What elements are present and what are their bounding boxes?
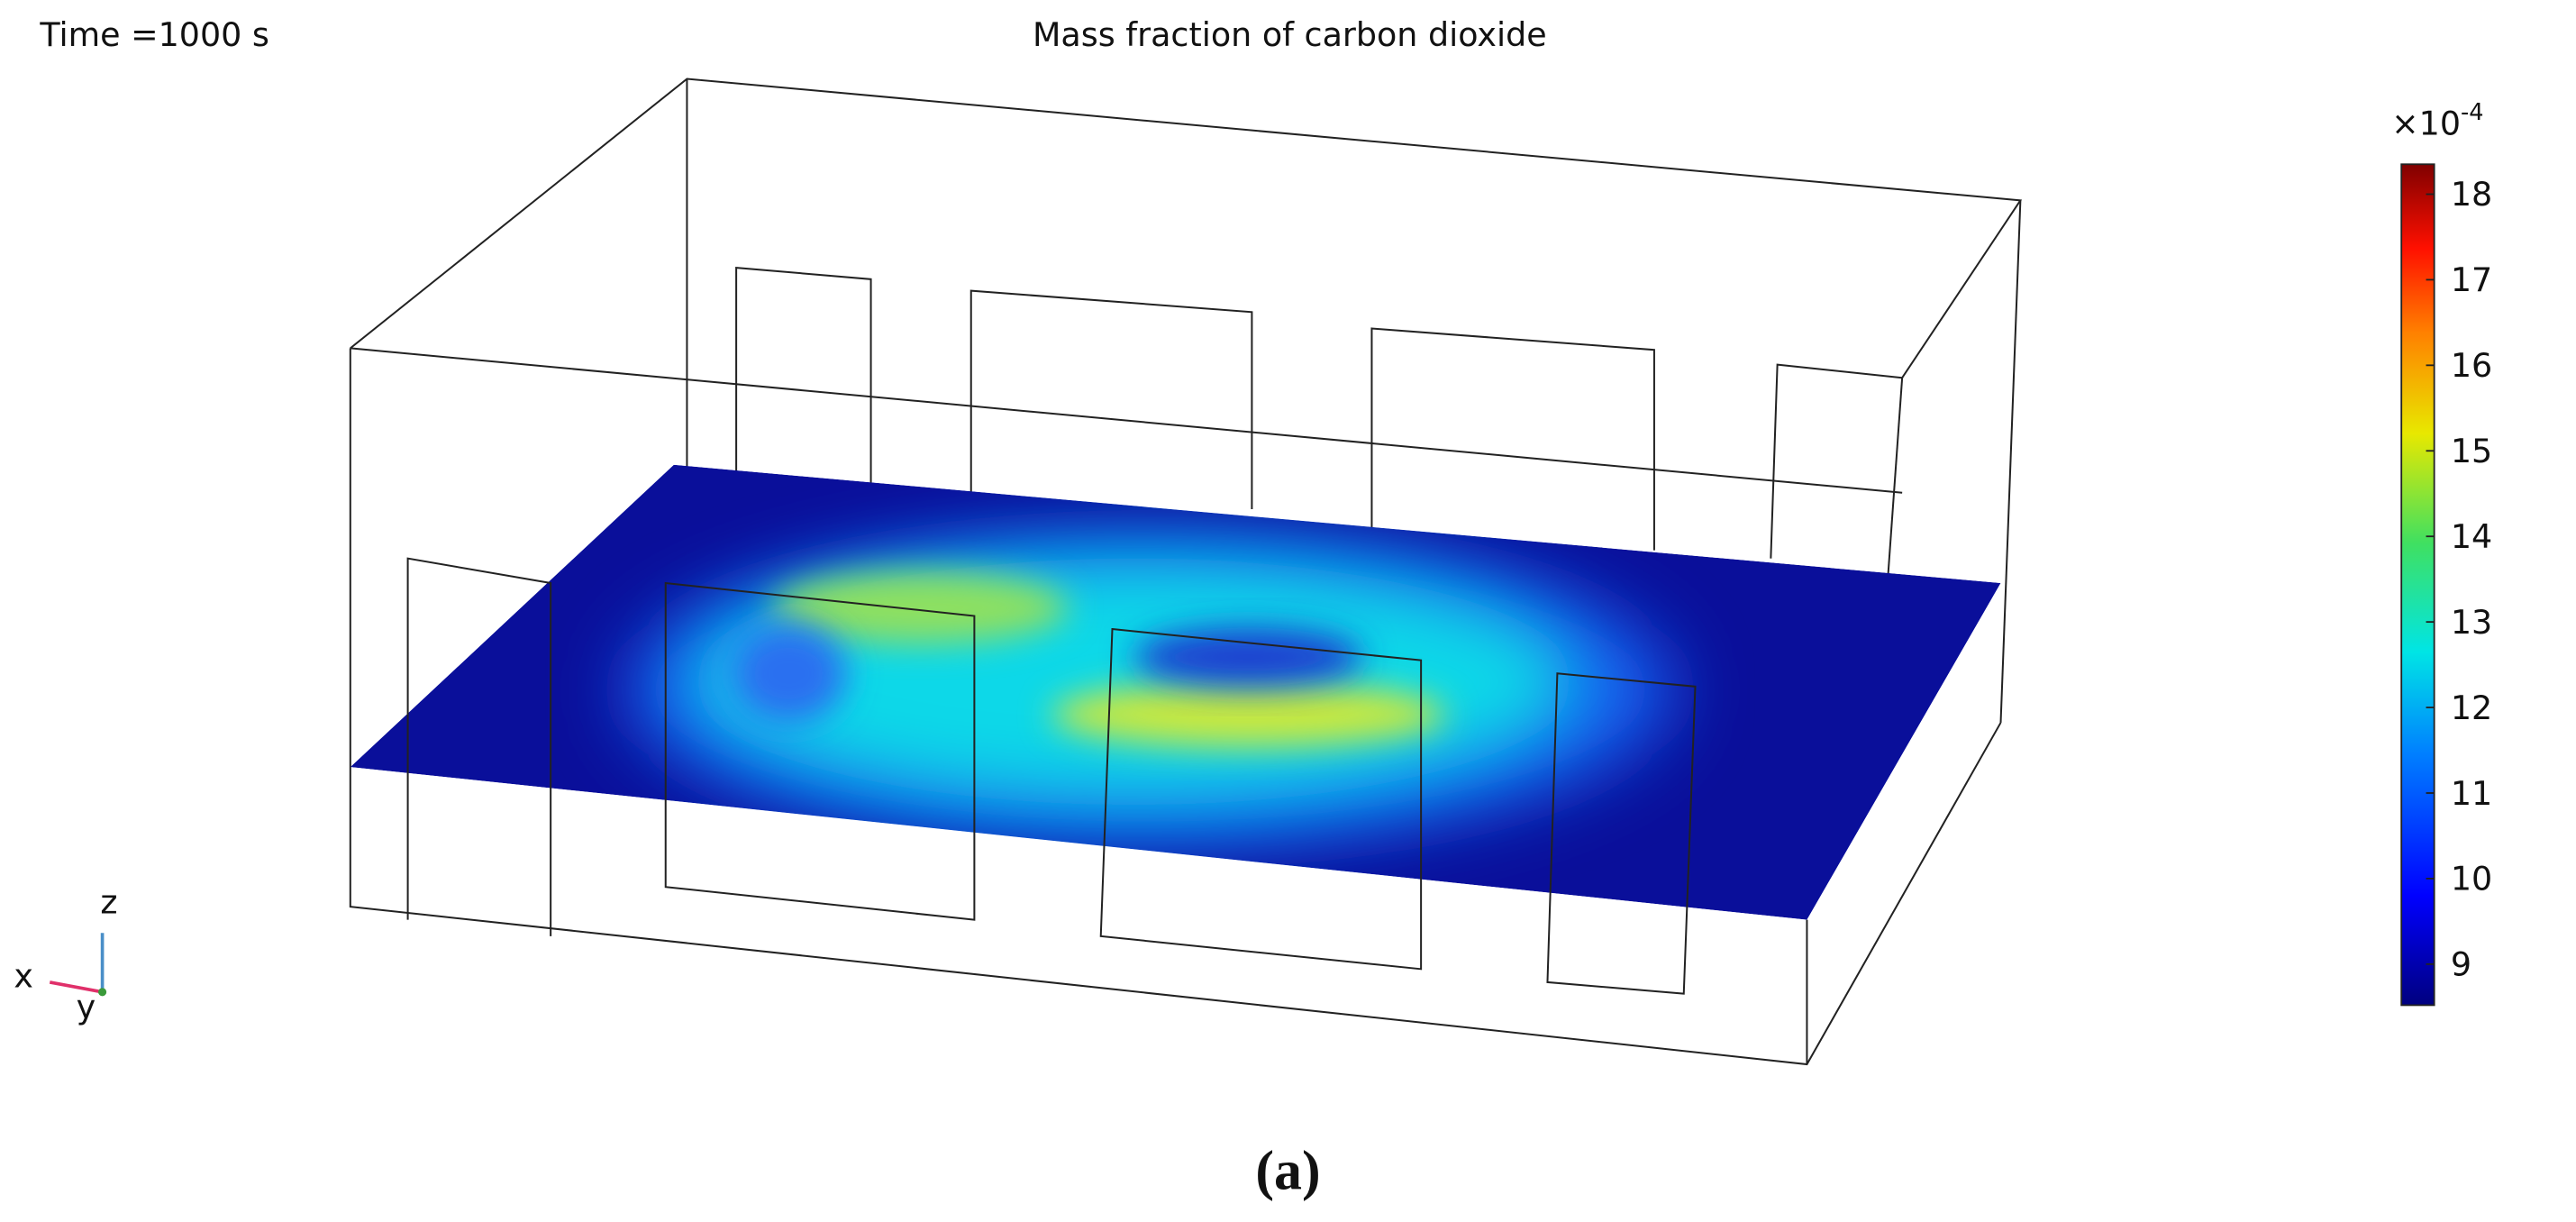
colorbar-tick-label: 17 — [2451, 260, 2492, 299]
colorbar-tick-label: 16 — [2451, 346, 2492, 385]
time-label: Time =1000 s — [39, 15, 269, 54]
colorbar-tick-label: 14 — [2451, 517, 2492, 556]
plot-title: Mass fraction of carbon dioxide — [1033, 15, 1547, 54]
colorbar-tick-label: 18 — [2451, 175, 2492, 214]
x-label: x — [14, 956, 33, 995]
x-arrow — [49, 980, 103, 994]
colorbar — [2400, 163, 2435, 1007]
room-frame — [349, 78, 2023, 1066]
colorbar-tick-label: 10 — [2451, 860, 2492, 898]
z-label: z — [100, 882, 117, 921]
caption: (a) — [1255, 1141, 1320, 1202]
colorbar-multiplier: ×10-4 — [2391, 99, 2483, 142]
colorbar-tick-label: 11 — [2451, 774, 2492, 813]
multiplier-base: ×10 — [2391, 104, 2461, 142]
colorbar-tick-label: 9 — [2451, 945, 2471, 984]
colorbar-tick-label: 12 — [2451, 689, 2492, 727]
colorbar-ticks: 9 10 11 12 13 14 15 16 17 18 — [2426, 175, 2492, 984]
y-dot — [98, 988, 107, 997]
multiplier-exponent: -4 — [2461, 99, 2483, 126]
colorbar-tick-label: 13 — [2451, 603, 2492, 642]
concentration-plane — [350, 464, 2001, 920]
axes-triad: z x y — [14, 882, 117, 1026]
colorbar-tick-label: 15 — [2451, 432, 2492, 470]
y-label: y — [77, 988, 96, 1026]
front-wall — [406, 557, 1697, 995]
